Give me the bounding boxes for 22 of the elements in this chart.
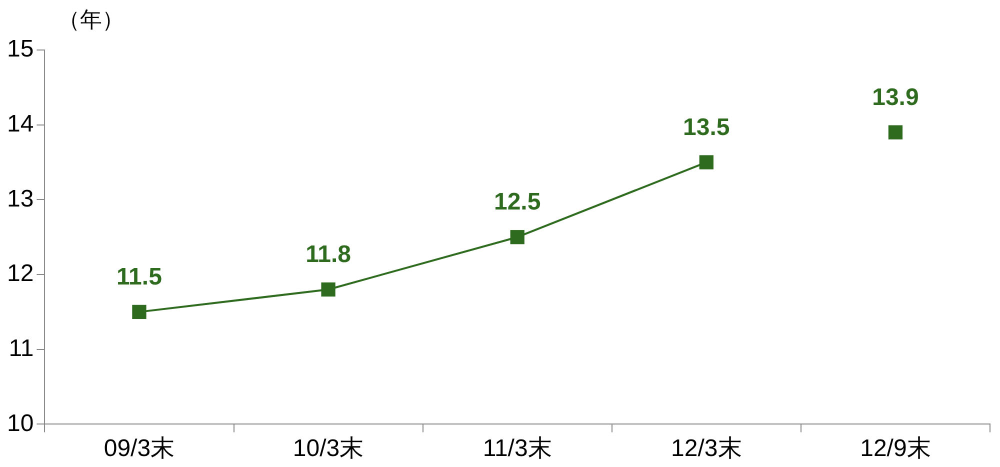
y-tick-label: 10	[6, 410, 34, 437]
y-tick-label: 11	[8, 334, 34, 362]
x-tick-label: 09/3末	[104, 435, 175, 462]
point	[699, 155, 714, 170]
x-tick-label: 10/3末	[292, 435, 364, 462]
y-axis-title: （年）	[58, 7, 124, 32]
x-tick-label: 11/3末	[482, 435, 552, 462]
y-tick-label: 14	[6, 110, 34, 138]
x-tick-label: 12/3末	[671, 435, 742, 462]
y-tick-label: 13	[6, 185, 34, 212]
y-tick-label: 15	[6, 36, 34, 63]
y-tick-label: 12	[6, 260, 34, 288]
data-label: 11.5	[116, 264, 162, 291]
point	[132, 304, 146, 320]
data-label: 12.5	[494, 188, 541, 216]
point	[321, 282, 336, 297]
data-label: 13.9	[872, 84, 919, 111]
x-tick-label: 12/9末	[860, 435, 931, 462]
data-label: 11.8	[306, 241, 351, 268]
data-label: 13.5	[683, 114, 730, 141]
point	[510, 230, 524, 244]
point	[888, 125, 903, 140]
